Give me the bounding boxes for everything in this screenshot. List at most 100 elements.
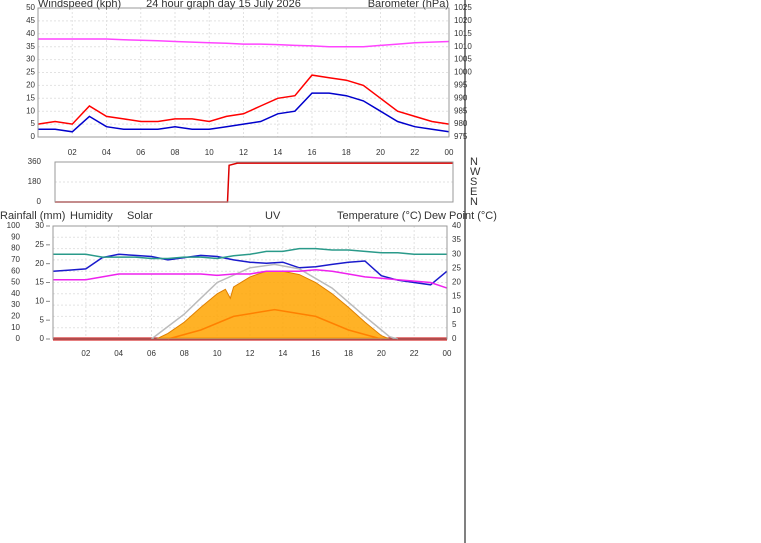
y-tick-label: 40 [11, 289, 20, 298]
legend-entry: UV [265, 210, 281, 222]
x-tick-label: 12 [246, 349, 255, 358]
x-tick-label: 10 [205, 148, 214, 157]
y2-tick-label: 1025 [454, 3, 472, 12]
series-line [53, 269, 448, 289]
y2-tick-label: 35 [452, 235, 461, 244]
y2-tick-label: 30 [452, 249, 461, 258]
y-tick-label: 40 [26, 29, 35, 38]
y-axis-label: Windspeed (kph) [38, 0, 121, 10]
x-tick-label: 22 [410, 349, 419, 358]
series-line [38, 92, 450, 133]
legend-entry: Humidity [70, 210, 113, 222]
chart-title: 24 hour graph day 15 July 2026 [146, 0, 301, 10]
x-tick-label: 04 [102, 148, 111, 157]
y2-tick-label: 995 [454, 81, 468, 90]
y2-tick-label: 1010 [454, 42, 472, 51]
y-tick-label: 5 [31, 119, 36, 128]
x-tick-label: 02 [81, 349, 90, 358]
y-tick-label: 80 [11, 244, 20, 253]
y-tick-label: 180 [28, 177, 42, 186]
series-line [37, 74, 450, 125]
x-tick-label: 04 [114, 349, 123, 358]
y3-tick-label: 0 [40, 334, 45, 343]
y2-tick-label: 20 [452, 278, 461, 287]
x-tick-label: 02 [68, 148, 77, 157]
y2-tick-label: 975 [454, 132, 468, 141]
y-tick-label: 30 [26, 55, 35, 64]
y-tick-label: 20 [26, 81, 35, 90]
y2-tick-label: 5 [452, 320, 457, 329]
plot-frame [54, 161, 454, 203]
x-tick-label: 18 [342, 148, 351, 157]
y2-tick-label: 1000 [454, 68, 472, 77]
x-tick-label: 12 [239, 148, 248, 157]
x-tick-label: 18 [344, 349, 353, 358]
legend-entry: Dew Point (°C) [424, 210, 497, 222]
x-tick-label: 00 [443, 349, 452, 358]
y2-tick-label: 980 [454, 119, 468, 128]
y2-tick-label: E [470, 186, 477, 198]
y2-tick-label: W [470, 166, 481, 178]
y-tick-label: 35 [26, 42, 35, 51]
y2-tick-label: N [470, 196, 478, 208]
x-tick-label: 08 [180, 349, 189, 358]
series-line [38, 38, 450, 48]
series-line [151, 263, 399, 340]
y3-tick-label: 5 [40, 315, 45, 324]
y-tick-label: 45 [26, 16, 35, 25]
y3-tick-label: 30 [35, 221, 44, 230]
x-tick-label: 14 [278, 349, 287, 358]
y2-tick-label: 0 [452, 334, 457, 343]
x-tick-label: 20 [377, 349, 386, 358]
y-tick-label: 0 [37, 197, 42, 206]
y2-tick-label: 25 [452, 263, 461, 272]
x-tick-label: 22 [410, 148, 419, 157]
y3-tick-label: 20 [35, 259, 44, 268]
y-tick-label: 10 [26, 106, 35, 115]
x-tick-label: 06 [147, 349, 156, 358]
y2-tick-label: 1015 [454, 29, 472, 38]
y2-axis-label: Barometer (hPa) [368, 0, 449, 10]
y-tick-label: 50 [11, 278, 20, 287]
y2-tick-label: 990 [454, 93, 468, 102]
plot-area [54, 161, 454, 203]
series-line [53, 247, 447, 260]
y-tick-label: 90 [11, 232, 20, 241]
y3-tick-label: 15 [35, 278, 44, 287]
y-tick-label: 60 [11, 266, 20, 275]
y-tick-label: 20 [11, 312, 20, 321]
y-tick-label: 25 [26, 68, 35, 77]
x-tick-label: 08 [171, 148, 180, 157]
y-tick-label: 15 [26, 93, 35, 102]
y-tick-label: 100 [7, 221, 21, 230]
x-tick-label: 10 [213, 349, 222, 358]
y-tick-label: 30 [11, 300, 20, 309]
y-tick-label: 50 [26, 3, 35, 12]
y2-tick-label: N [470, 156, 478, 168]
legend-entry: Temperature (°C) [337, 210, 421, 222]
y2-tick-label: S [470, 176, 477, 188]
x-tick-label: 14 [273, 148, 282, 157]
series-line [167, 308, 382, 340]
y2-tick-label: 10 [452, 306, 461, 315]
plot-frame [37, 7, 450, 138]
x-tick-label: 16 [308, 148, 317, 157]
y2-tick-label: 1020 [454, 16, 472, 25]
y3-tick-label: 25 [35, 240, 44, 249]
x-tick-label: 06 [136, 148, 145, 157]
series-line [52, 253, 448, 286]
legend-entry: Rainfall (mm) [0, 210, 65, 222]
y2-tick-label: 1005 [454, 55, 472, 64]
legend-entry: Solar [127, 210, 153, 222]
y2-tick-label: 40 [452, 221, 461, 230]
y3-tick-label: 10 [35, 296, 44, 305]
y-tick-label: 0 [31, 132, 36, 141]
y-tick-label: 0 [16, 334, 21, 343]
x-tick-label: 20 [376, 148, 385, 157]
x-tick-label: 00 [445, 148, 454, 157]
plot-frame [52, 225, 448, 340]
x-tick-label: 16 [311, 349, 320, 358]
y2-tick-label: 985 [454, 106, 468, 115]
y-tick-label: 360 [28, 157, 42, 166]
